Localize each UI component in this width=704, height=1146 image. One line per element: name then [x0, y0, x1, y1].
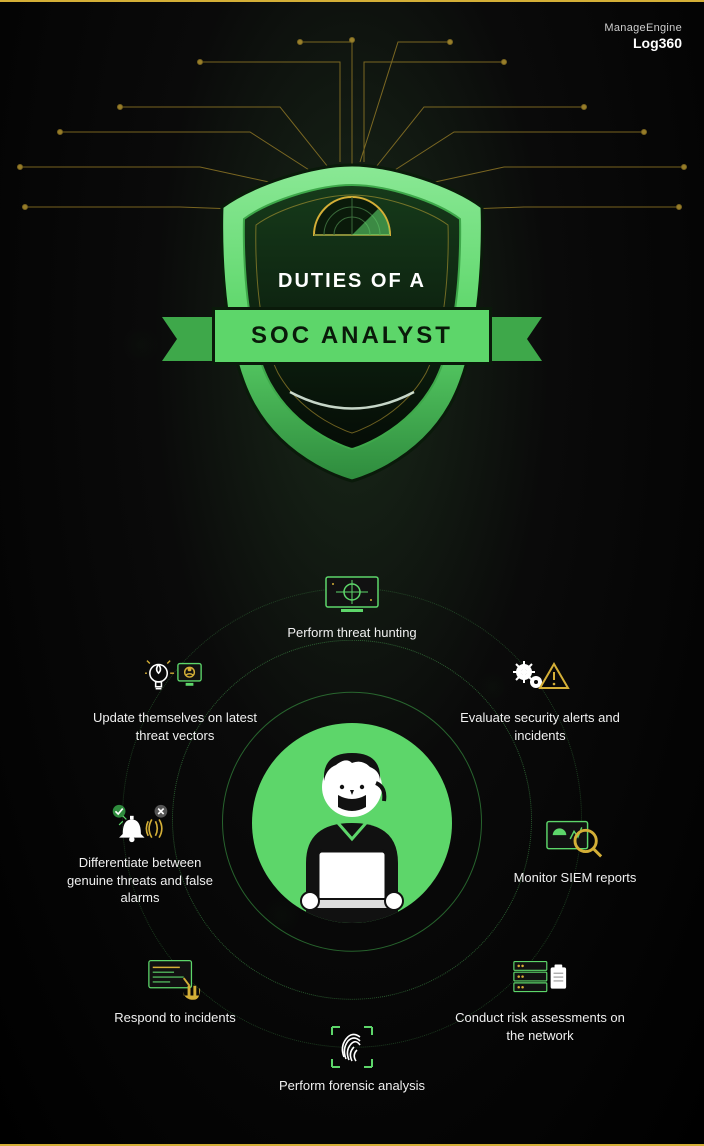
duty-label: Perform forensic analysis [267, 1077, 437, 1095]
duty-monitor-siem: Monitor SIEM reports [490, 817, 660, 887]
brand-line1: ManageEngine [604, 22, 682, 35]
title-top-text: DUTIES OF A [278, 270, 426, 292]
duty-update-vectors: Update themselves on latest threat vecto… [90, 657, 260, 744]
title-banner-text: SOC ANALYST [212, 307, 492, 365]
duty-label: Evaluate security alerts and incidents [455, 709, 625, 744]
duty-label: Conduct risk assessments on the network [455, 1009, 625, 1044]
gear-warn-icon [510, 657, 570, 701]
console-hand-icon [145, 957, 205, 1001]
fingerprint-icon [322, 1025, 382, 1069]
servers-clip-icon [510, 957, 570, 1001]
duty-threat-hunting: Perform threat hunting [267, 572, 437, 642]
duty-forensic: Perform forensic analysis [267, 1025, 437, 1095]
check-x-bell-icon [110, 802, 170, 846]
dash-magnify-icon [545, 817, 605, 861]
duty-label: Perform threat hunting [267, 624, 437, 642]
duty-label: Differentiate between genuine threats an… [55, 854, 225, 907]
crosshair-icon [322, 572, 382, 616]
duty-label: Update themselves on latest threat vecto… [90, 709, 260, 744]
analyst-avatar [252, 723, 452, 923]
duty-respond: Respond to incidents [90, 957, 260, 1027]
duty-label: Respond to incidents [90, 1009, 260, 1027]
duty-differentiate: Differentiate between genuine threats an… [55, 802, 225, 907]
title-banner: SOC ANALYST [172, 307, 532, 373]
duty-evaluate-alerts: Evaluate security alerts and incidents [455, 657, 625, 744]
brand-line2: Log360 [604, 35, 682, 52]
duty-risk-assess: Conduct risk assessments on the network [455, 957, 625, 1044]
duty-label: Monitor SIEM reports [490, 869, 660, 887]
brand-label: ManageEngine Log360 [604, 22, 682, 52]
bulb-screen-icon [145, 657, 205, 701]
